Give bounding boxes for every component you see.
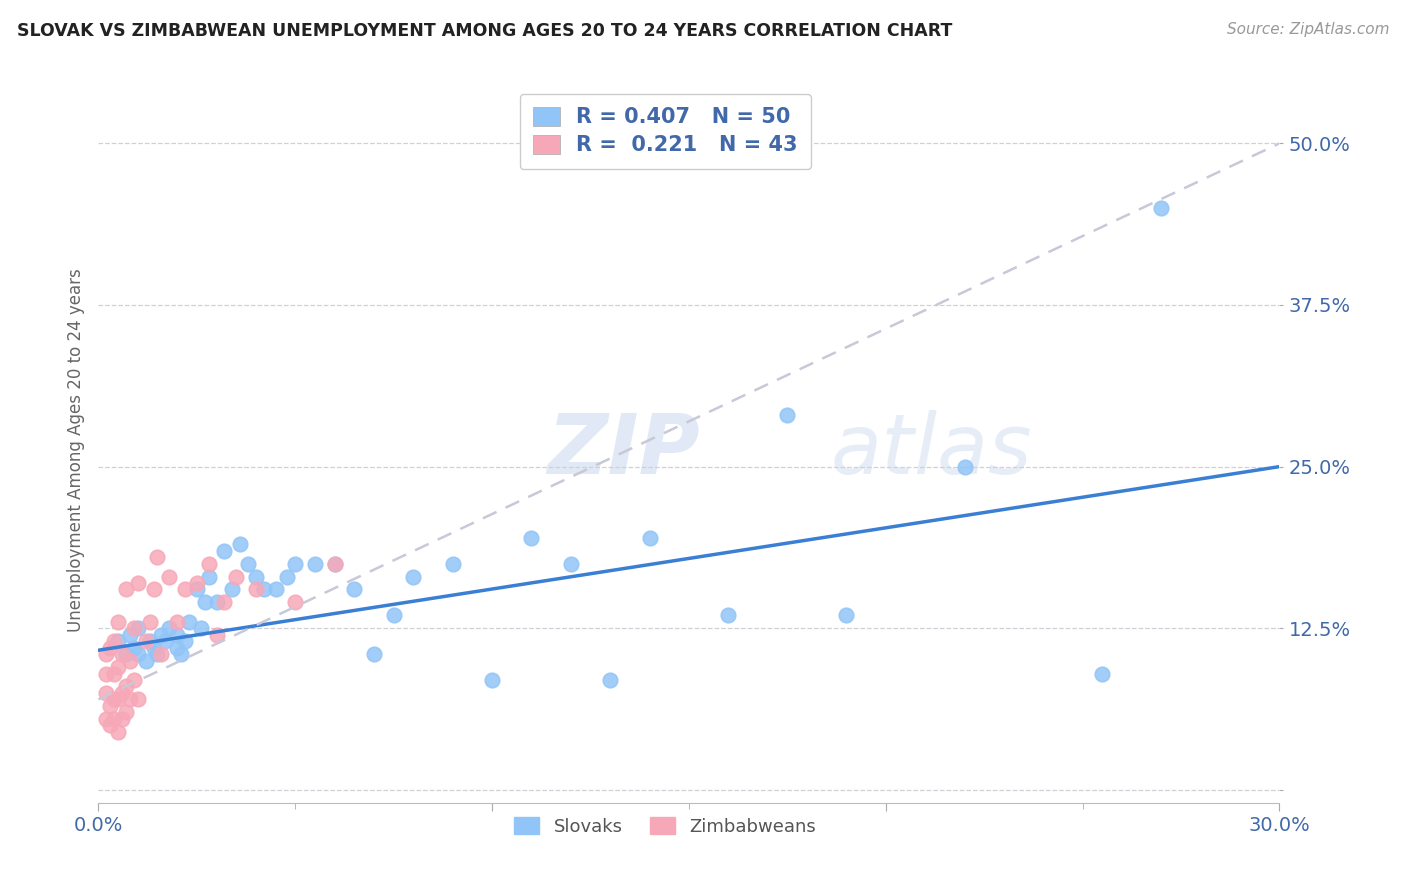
Text: SLOVAK VS ZIMBABWEAN UNEMPLOYMENT AMONG AGES 20 TO 24 YEARS CORRELATION CHART: SLOVAK VS ZIMBABWEAN UNEMPLOYMENT AMONG …	[17, 22, 952, 40]
Point	[138, 634, 160, 648]
Point	[323, 557, 346, 571]
Point	[166, 640, 188, 655]
Point	[174, 582, 197, 597]
Point	[135, 654, 157, 668]
Point	[402, 569, 425, 583]
Point	[103, 634, 125, 648]
Point	[127, 647, 149, 661]
Point	[111, 686, 134, 700]
Point	[157, 621, 180, 635]
Point	[98, 640, 121, 655]
Point	[115, 680, 138, 694]
Point	[776, 408, 799, 422]
Point	[107, 724, 129, 739]
Point	[599, 673, 621, 687]
Point	[146, 550, 169, 565]
Y-axis label: Unemployment Among Ages 20 to 24 years: Unemployment Among Ages 20 to 24 years	[66, 268, 84, 632]
Point	[115, 647, 138, 661]
Point	[111, 647, 134, 661]
Point	[127, 576, 149, 591]
Point	[190, 621, 212, 635]
Point	[638, 531, 661, 545]
Point	[205, 595, 228, 609]
Point	[214, 543, 236, 558]
Point	[111, 712, 134, 726]
Text: ZIP: ZIP	[547, 410, 700, 491]
Point	[118, 654, 141, 668]
Point	[284, 557, 307, 571]
Point	[103, 712, 125, 726]
Point	[197, 569, 219, 583]
Point	[155, 634, 177, 648]
Legend: Slovaks, Zimbabweans: Slovaks, Zimbabweans	[508, 810, 824, 843]
Point	[174, 634, 197, 648]
Point	[122, 673, 145, 687]
Point	[107, 634, 129, 648]
Point	[194, 595, 217, 609]
Point	[214, 595, 236, 609]
Point	[229, 537, 252, 551]
Point	[284, 595, 307, 609]
Point	[323, 557, 346, 571]
Point	[142, 582, 165, 597]
Point	[835, 608, 858, 623]
Point	[717, 608, 740, 623]
Point	[122, 640, 145, 655]
Point	[107, 615, 129, 629]
Point	[135, 634, 157, 648]
Point	[96, 686, 118, 700]
Point	[103, 666, 125, 681]
Point	[115, 706, 138, 720]
Point	[96, 647, 118, 661]
Point	[157, 569, 180, 583]
Point	[520, 531, 543, 545]
Point	[953, 459, 976, 474]
Point	[186, 576, 208, 591]
Point	[186, 582, 208, 597]
Point	[107, 692, 129, 706]
Point	[118, 692, 141, 706]
Point	[253, 582, 276, 597]
Point	[138, 615, 160, 629]
Point	[107, 660, 129, 674]
Point	[221, 582, 243, 597]
Point	[98, 698, 121, 713]
Point	[560, 557, 582, 571]
Point	[276, 569, 298, 583]
Point	[363, 647, 385, 661]
Point	[115, 582, 138, 597]
Point	[382, 608, 405, 623]
Point	[1091, 666, 1114, 681]
Point	[118, 628, 141, 642]
Point	[103, 692, 125, 706]
Point	[177, 615, 200, 629]
Point	[122, 621, 145, 635]
Point	[96, 666, 118, 681]
Point	[96, 712, 118, 726]
Point	[197, 557, 219, 571]
Point	[166, 615, 188, 629]
Text: atlas: atlas	[831, 410, 1032, 491]
Point	[205, 628, 228, 642]
Point	[236, 557, 259, 571]
Point	[142, 640, 165, 655]
Point	[245, 569, 267, 583]
Point	[481, 673, 503, 687]
Point	[150, 647, 173, 661]
Point	[127, 621, 149, 635]
Point	[127, 692, 149, 706]
Point	[146, 647, 169, 661]
Point	[245, 582, 267, 597]
Text: Source: ZipAtlas.com: Source: ZipAtlas.com	[1226, 22, 1389, 37]
Point	[98, 718, 121, 732]
Point	[343, 582, 366, 597]
Point	[225, 569, 247, 583]
Point	[441, 557, 464, 571]
Point	[166, 628, 188, 642]
Point	[150, 628, 173, 642]
Point	[264, 582, 287, 597]
Point	[1150, 201, 1173, 215]
Point	[170, 647, 193, 661]
Point	[304, 557, 326, 571]
